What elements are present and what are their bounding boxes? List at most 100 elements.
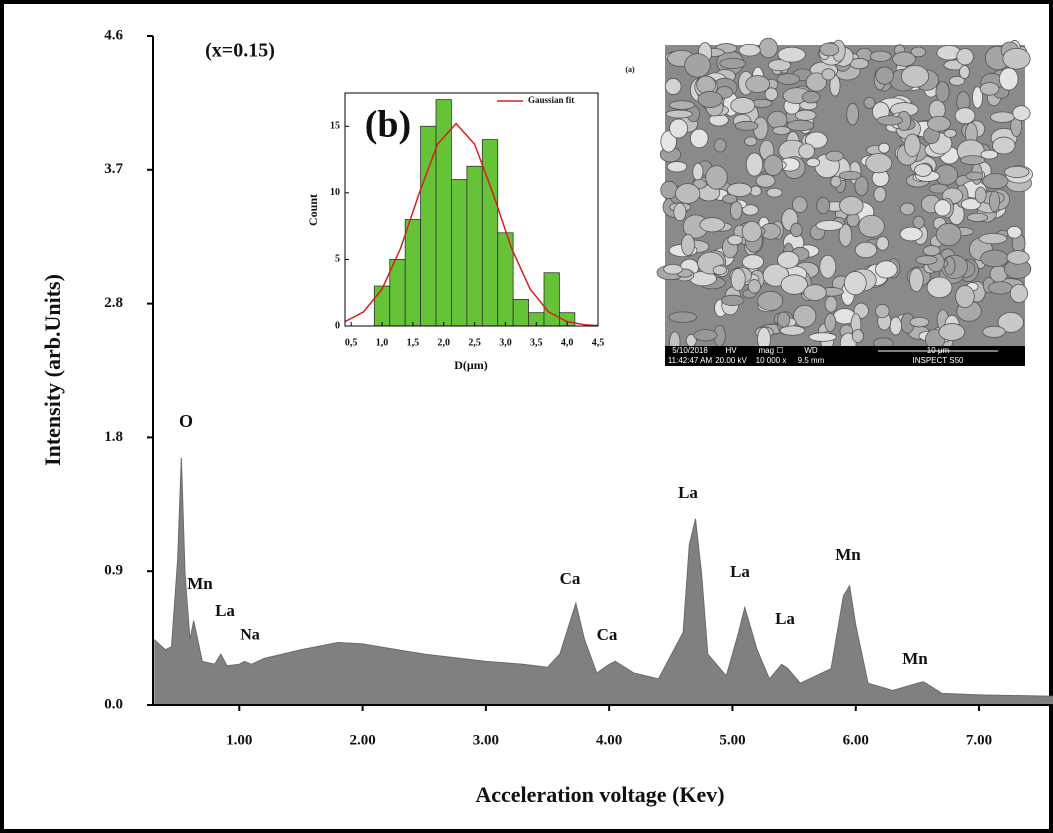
grain	[980, 149, 999, 160]
grain	[669, 118, 688, 139]
grain	[1006, 250, 1030, 265]
grain	[664, 78, 682, 95]
grain	[696, 75, 716, 95]
bar	[512, 298, 529, 327]
fit-line	[344, 122, 599, 327]
annotation: La	[775, 609, 795, 628]
grain	[988, 190, 1000, 213]
bar	[435, 99, 452, 327]
grain	[719, 57, 747, 69]
grain	[766, 187, 783, 198]
grain	[959, 155, 986, 166]
sem-image: (a) 5/10/2018 11:42:47 AM HV 20.00 kV ma…	[625, 37, 1033, 366]
spectrum-chart: Intensity (arb.Units) Acceleration volta…	[40, 27, 1053, 807]
grain	[660, 130, 677, 153]
info-text: 20.00 kV	[715, 356, 747, 365]
grain	[713, 138, 727, 153]
area-fill	[154, 457, 1053, 705]
grain	[757, 290, 784, 311]
grain	[745, 152, 764, 177]
grain	[927, 115, 951, 132]
y-tick-label: 0.9	[104, 563, 123, 579]
grain	[846, 102, 859, 126]
annotation: O	[179, 411, 193, 431]
grain	[780, 274, 808, 295]
y-tick-label: 3.7	[104, 161, 123, 177]
info-text: 10 000 x	[756, 356, 787, 365]
grain	[912, 215, 925, 229]
grain	[819, 42, 840, 57]
info-text: INSPECT S50	[913, 356, 965, 365]
annotation: Ca	[560, 569, 581, 588]
bar	[373, 285, 391, 327]
grain	[1002, 47, 1031, 70]
y-axis-label: Count	[306, 194, 320, 226]
grain	[673, 202, 687, 222]
grain	[875, 260, 898, 279]
grain	[899, 202, 915, 216]
grain	[689, 128, 709, 149]
x-tick-label: 2,5	[468, 337, 481, 348]
grain	[838, 223, 853, 247]
grain	[989, 111, 1016, 123]
grain	[869, 50, 892, 62]
grain	[660, 180, 678, 199]
grain	[741, 220, 762, 243]
grain	[935, 81, 950, 103]
grain	[726, 182, 752, 197]
grain	[873, 186, 887, 203]
annotation: Na	[240, 627, 260, 644]
grain	[1004, 165, 1030, 178]
bar	[389, 259, 406, 327]
grain	[767, 59, 792, 72]
x-tick-label: 1.00	[226, 732, 252, 748]
grain	[825, 150, 844, 162]
y-tick-label: 10	[330, 187, 340, 198]
grain	[816, 197, 831, 215]
grain	[801, 90, 821, 104]
grain	[910, 46, 926, 58]
grain	[956, 48, 974, 66]
grain	[793, 304, 817, 328]
x-tick-label: 4.00	[596, 732, 622, 748]
grain	[744, 136, 758, 147]
y-tick-label: 0	[335, 320, 340, 331]
grain	[730, 200, 743, 220]
grain	[948, 75, 966, 86]
grain	[805, 72, 827, 92]
bar	[466, 165, 483, 327]
grain	[838, 170, 862, 181]
grain	[858, 214, 885, 238]
grain	[874, 304, 890, 319]
legend-label: Gaussian fit	[528, 95, 574, 105]
grain	[767, 110, 788, 129]
grain	[776, 311, 791, 328]
grain	[790, 222, 803, 238]
grain	[712, 265, 727, 276]
info-text: 9.5 mm	[798, 356, 825, 365]
y-tick-label: 4.6	[104, 27, 123, 43]
grain	[692, 162, 704, 181]
grain	[675, 183, 701, 204]
grain	[805, 131, 828, 149]
grain	[777, 251, 800, 269]
grain	[665, 109, 693, 119]
grain	[791, 196, 808, 213]
grain	[745, 75, 771, 93]
grain	[815, 220, 844, 231]
x-tick-label: 2,0	[437, 337, 450, 348]
y-tick-label: 0.0	[104, 696, 123, 712]
grain	[914, 163, 932, 177]
info-text: 10 μm	[927, 346, 950, 355]
x-tick-label: 4,5	[592, 337, 605, 348]
grain	[992, 136, 1016, 155]
grain	[863, 96, 876, 109]
x-tick-label: 3,0	[499, 337, 512, 348]
annotation: Mn	[835, 545, 861, 564]
grain	[681, 233, 695, 256]
grain	[727, 234, 743, 246]
grains	[656, 37, 1033, 355]
x-tick-label: 7.00	[966, 732, 992, 748]
grain	[915, 255, 938, 265]
